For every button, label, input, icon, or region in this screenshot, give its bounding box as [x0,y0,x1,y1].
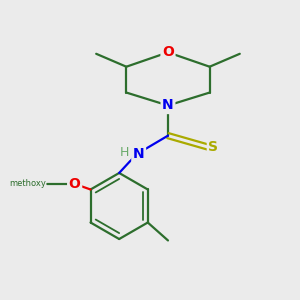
Text: S: S [208,140,218,154]
Text: N: N [133,147,145,161]
Text: O: O [162,45,174,59]
Text: N: N [162,98,174,112]
Text: H: H [120,146,129,158]
Text: methoxy: methoxy [9,179,46,188]
Text: O: O [69,177,81,191]
